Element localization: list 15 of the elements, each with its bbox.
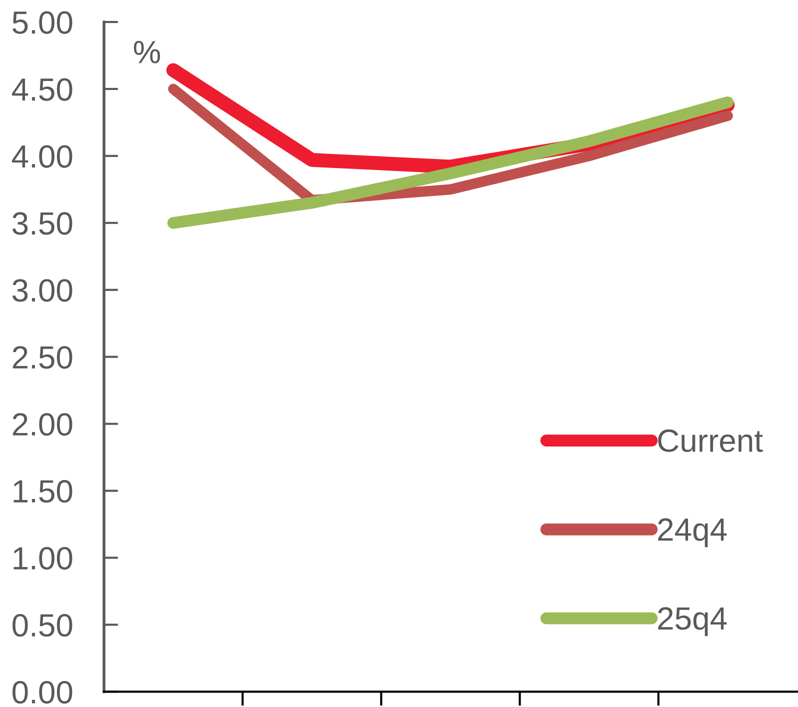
legend-label: 24q4	[658, 518, 727, 548]
y-tick-label: 0.50	[12, 614, 72, 637]
y-tick-label: 3.50	[12, 212, 72, 235]
y-tick-label: 1.00	[14, 547, 72, 570]
legend-label: 25q4	[658, 607, 727, 636]
y-tick-label: 1.50	[14, 480, 72, 503]
y-tick-label: 4.50	[12, 78, 72, 101]
y-tick-label: 2.00	[12, 413, 72, 436]
legend-label: Current	[658, 429, 763, 452]
y-tick-label: 2.50	[12, 346, 72, 369]
y-axis-title: %	[134, 40, 160, 64]
y-tick-label: 5.00	[12, 11, 72, 34]
y-tick-label: 4.00	[12, 145, 72, 168]
y-tick-label: 3.00	[12, 279, 72, 302]
y-tick-label: 0.00	[12, 680, 72, 704]
